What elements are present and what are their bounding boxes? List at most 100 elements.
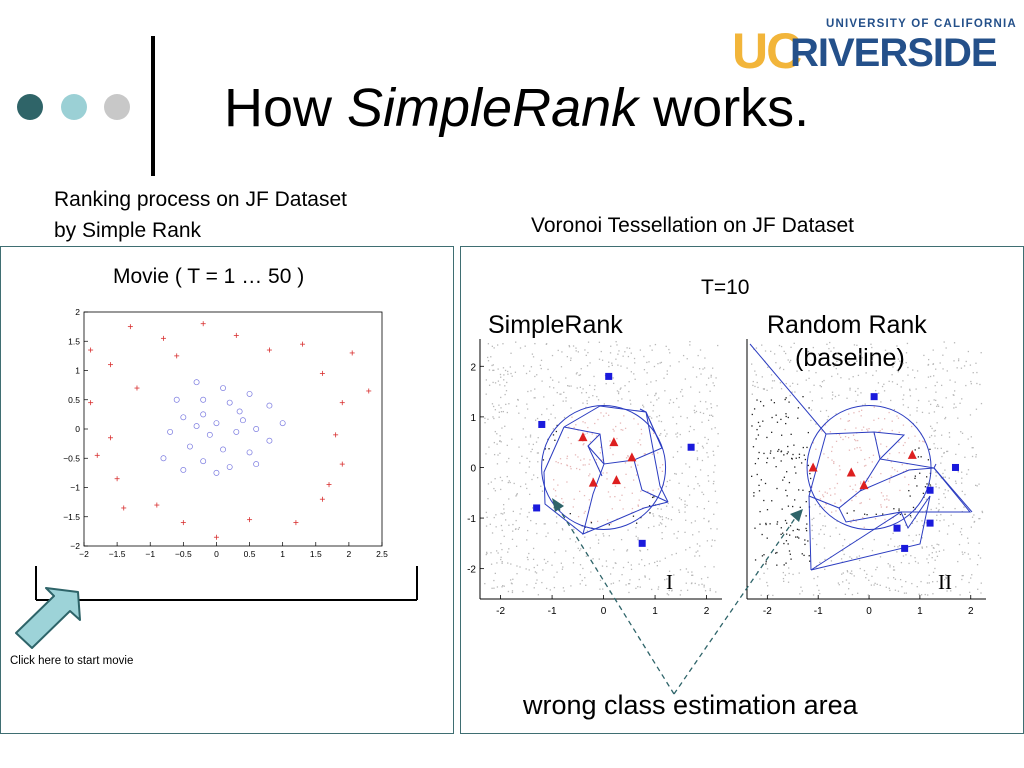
voronoi-y-tick-label: -2 xyxy=(467,565,476,576)
voronoi-charts: -2 -1 0 1 2 2 1 0 -1 -2 -2 -1 0 1 2 xyxy=(467,339,986,695)
movie-y-tick-label: 0 xyxy=(75,424,80,434)
movie-point-circle xyxy=(200,396,207,403)
movie-point-circle xyxy=(200,411,207,418)
voronoi-edge xyxy=(838,507,902,523)
movie-point-plus xyxy=(300,341,306,347)
simplerank-label: SimpleRank xyxy=(488,311,623,339)
movie-point-circle xyxy=(173,396,180,403)
left-caption-line-2: by Simple Rank xyxy=(54,219,202,242)
movie-y-tick-label: 1.5 xyxy=(68,336,80,346)
voronoi-x-tick-label: 2 xyxy=(968,606,974,617)
movie-point-plus xyxy=(339,400,345,406)
movie-point-plus xyxy=(88,400,94,406)
movie-y-tick-label: 0.5 xyxy=(68,395,80,405)
voronoi-edge xyxy=(639,408,663,449)
movie-point-plus xyxy=(333,432,339,438)
class-triangle-point xyxy=(846,467,856,477)
right-caption: Voronoi Tessellation on JF Dataset xyxy=(531,214,854,237)
movie-x-tick-label: 2 xyxy=(347,549,352,559)
movie-y-tick-label: −1.5 xyxy=(63,512,80,522)
class-triangle-point xyxy=(627,452,637,462)
movie-point-circle xyxy=(266,402,273,409)
class-square-point xyxy=(533,504,541,512)
class-triangle-point xyxy=(808,462,818,472)
movie-point-circle xyxy=(193,379,200,386)
movie-point-circle xyxy=(246,449,253,456)
movie-point-circle xyxy=(200,458,207,465)
voronoi-y-tick-label: 1 xyxy=(470,413,476,424)
movie-point-plus xyxy=(134,385,140,391)
class-triangle-point xyxy=(611,475,621,485)
movie-point-plus xyxy=(366,388,372,394)
movie-point-circle xyxy=(279,420,286,427)
voronoi-x-tick-label: -1 xyxy=(548,606,557,617)
voronoi-edge xyxy=(810,495,931,571)
movie-point-circle xyxy=(167,428,174,435)
movie-point-circle xyxy=(239,417,246,424)
movie-point-circle xyxy=(213,469,220,476)
movie-x-tick-label: −1 xyxy=(145,549,155,559)
movie-title: Movie ( T = 1 … 50 ) xyxy=(113,265,305,288)
wrong-area-arrowhead-right xyxy=(790,509,803,522)
voronoi-edge xyxy=(563,405,663,465)
movie-point-plus xyxy=(114,476,120,482)
movie-point-plus xyxy=(213,534,219,540)
movie-point-circle xyxy=(220,385,227,392)
class-square-point xyxy=(926,519,934,527)
movie-x-tick-label: 0 xyxy=(214,549,219,559)
class-square-point xyxy=(951,463,959,471)
class-square-point xyxy=(870,393,878,401)
wrong-area-arrowhead-left xyxy=(552,498,564,512)
movie-point-plus xyxy=(107,435,113,441)
start-movie-link[interactable]: Click here to start movie xyxy=(10,655,134,667)
class-triangle-point xyxy=(859,480,869,490)
logo-uc-text: UC xyxy=(732,23,802,79)
voronoi-x-tick-label: 2 xyxy=(704,606,710,617)
wrong-area-arrow-right xyxy=(673,513,799,695)
movie-point-circle xyxy=(246,390,253,397)
movie-point-circle xyxy=(253,461,260,468)
voronoi-y-tick-label: 2 xyxy=(470,362,476,373)
start-movie-arrow[interactable] xyxy=(8,586,92,656)
wrong-area-arrow-left xyxy=(555,503,675,695)
movie-point-circle xyxy=(193,423,200,430)
voronoi-x-tick-label: -2 xyxy=(763,606,772,617)
left-caption-line-1: Ranking process on JF Dataset xyxy=(54,188,347,211)
decision-circle xyxy=(806,404,932,530)
voronoi-edge xyxy=(933,467,973,513)
voronoi-edge xyxy=(543,426,584,535)
wrong-class-label: wrong class estimation area xyxy=(523,690,858,720)
roman-numeral-1: I xyxy=(666,570,673,594)
voronoi-edge xyxy=(645,411,669,503)
ucr-logo: UNIVERSITY OF CALIFORNIA UC RIVERSIDE xyxy=(732,16,1016,79)
class-square-point xyxy=(638,539,646,547)
header-dot-3 xyxy=(104,94,130,120)
movie-x-tick-label: 1 xyxy=(280,549,285,559)
movie-point-plus xyxy=(94,452,100,458)
logo-university-text: UNIVERSITY OF CALIFORNIA xyxy=(826,18,1017,30)
movie-point-plus xyxy=(339,461,345,467)
class-triangle-point xyxy=(588,477,598,487)
movie-point-circle xyxy=(236,408,243,415)
movie-point-plus xyxy=(180,520,186,526)
voronoi-edge xyxy=(810,495,931,571)
voronoi-x-tick-label: 0 xyxy=(601,606,607,617)
voronoi-y-tick-label: -1 xyxy=(467,514,476,525)
page-title: How SimpleRank works. xyxy=(224,78,810,138)
movie-point-circle xyxy=(206,431,213,438)
movie-x-tick-label: −0.5 xyxy=(175,549,192,559)
class-square-point xyxy=(605,372,613,380)
movie-point-plus xyxy=(349,350,355,356)
class-square-point xyxy=(893,524,901,532)
movie-point-plus xyxy=(326,482,332,488)
random-rank-label: Random Rank xyxy=(767,311,927,339)
movie-point-circle xyxy=(160,455,167,462)
movie-point-circle xyxy=(233,428,240,435)
movie-chart[interactable]: −2 −1.5 −1 −0.5 0 0.5 1 1.5 2 2.5 2 1.5 1 0.5 0 −0.5 −1 −… xyxy=(34,296,420,604)
voronoi-x-tick-label: 1 xyxy=(917,606,923,617)
class-triangle-point xyxy=(578,432,588,442)
movie-point-circle xyxy=(180,466,187,473)
voronoi-x-tick-label: 1 xyxy=(652,606,658,617)
voronoi-edge xyxy=(879,458,937,469)
voronoi-y-tick-label: 0 xyxy=(470,463,476,474)
